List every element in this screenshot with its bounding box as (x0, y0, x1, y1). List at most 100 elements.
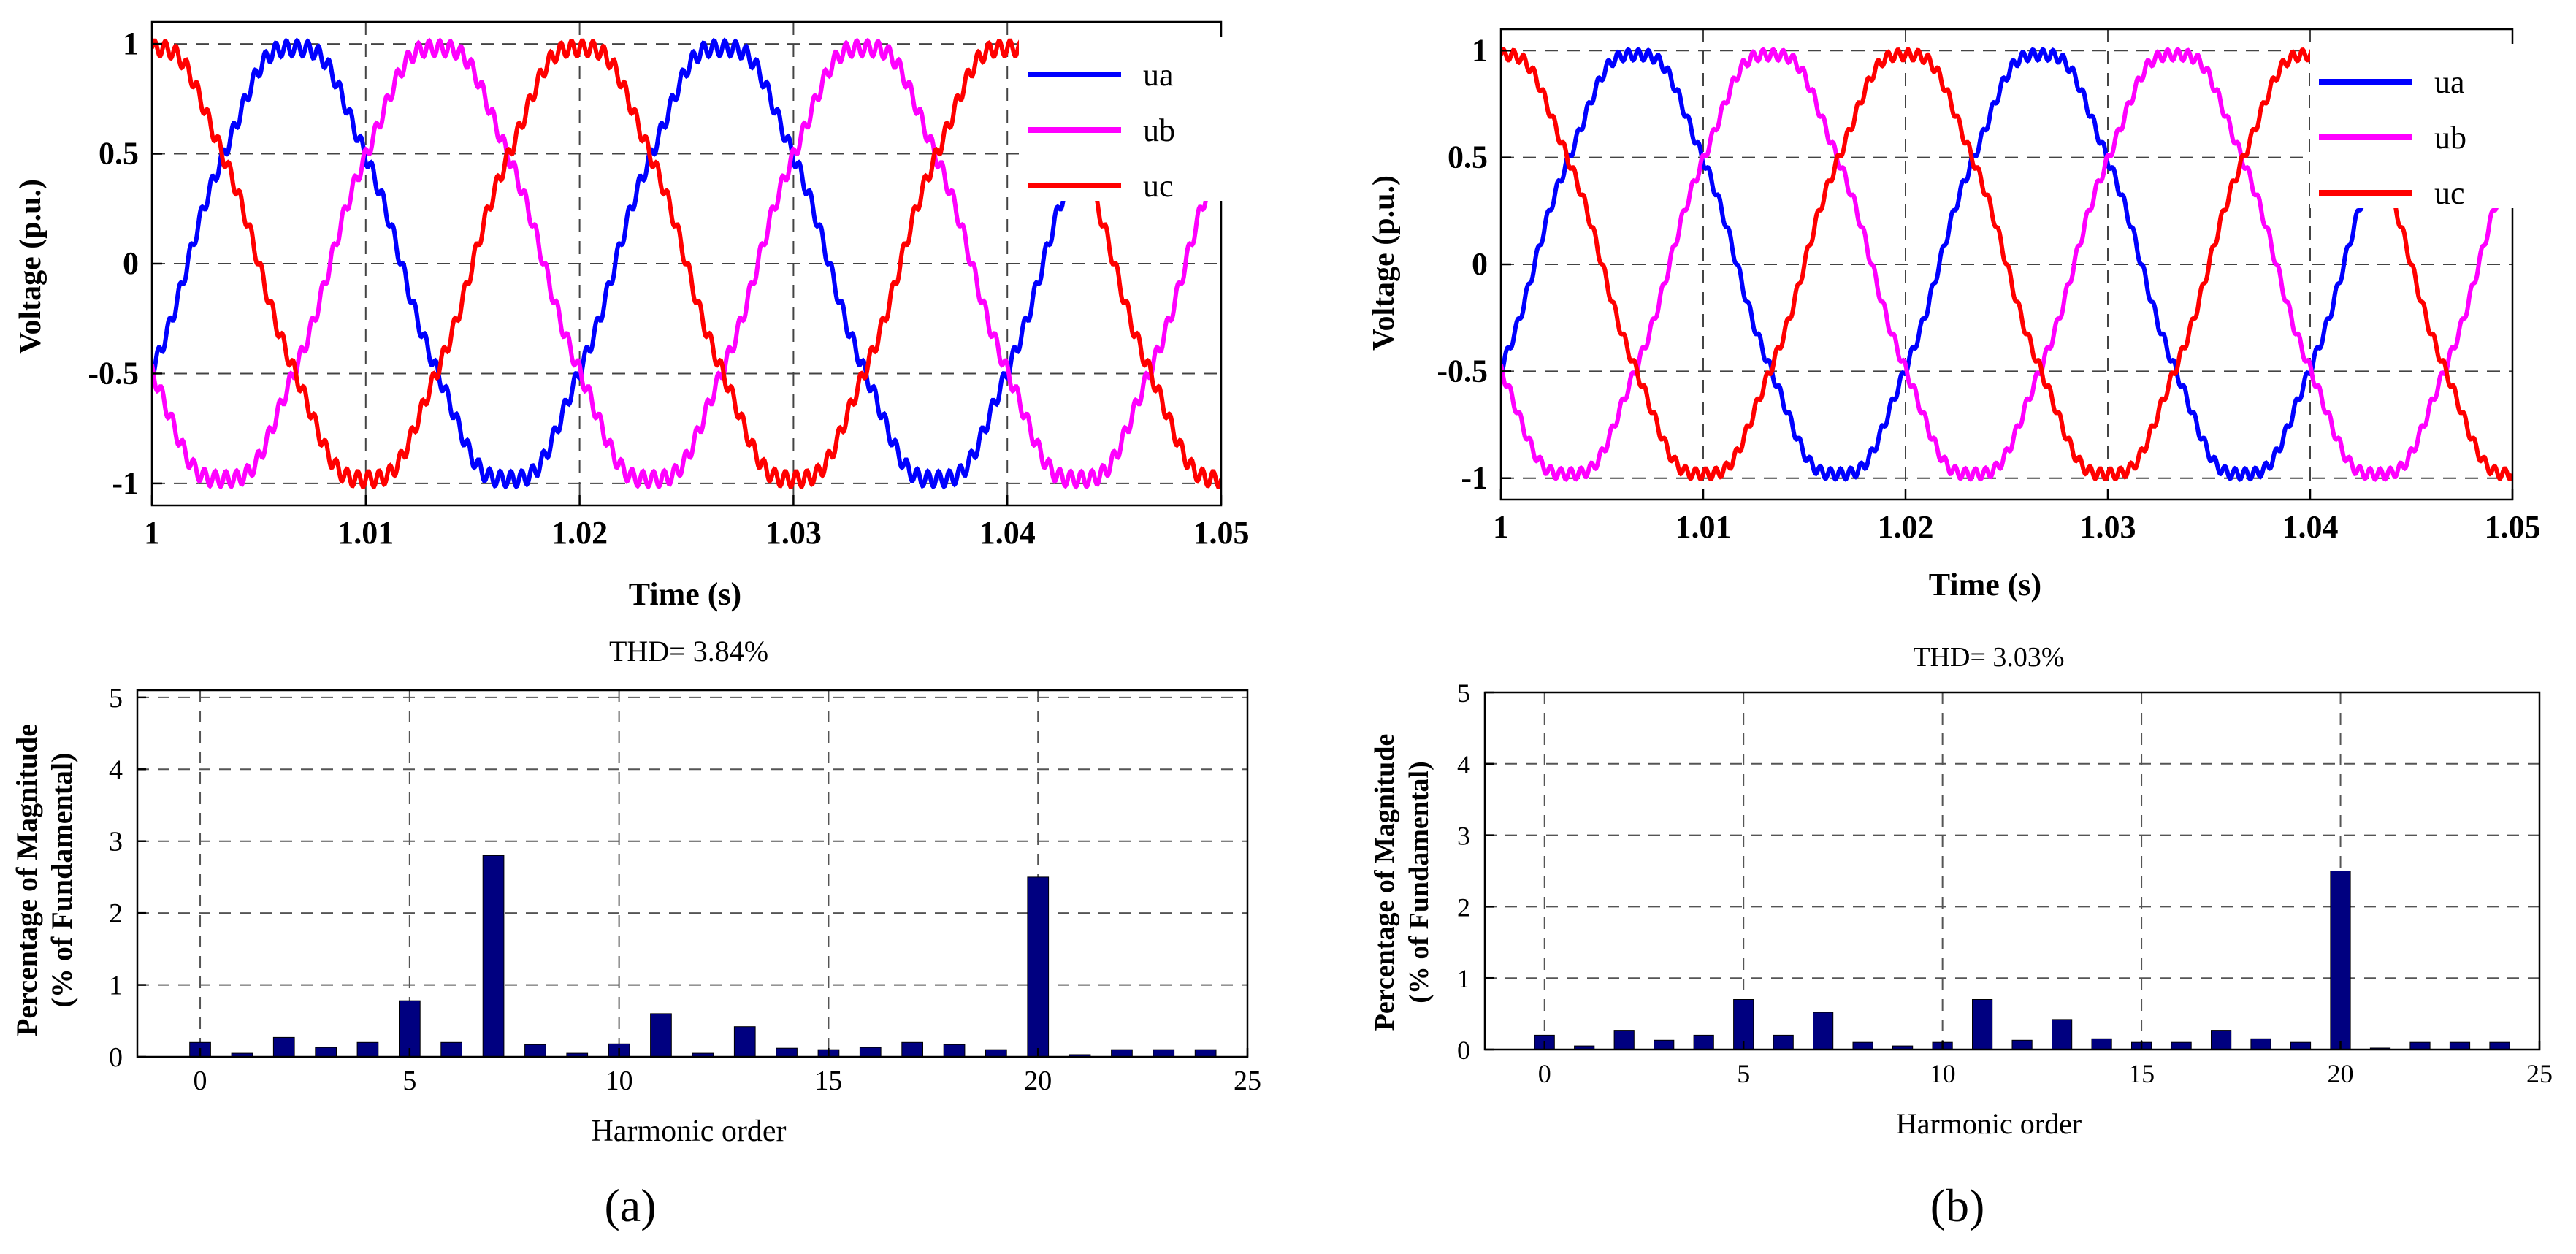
panel-a-spectrum-bar (733, 1026, 756, 1058)
panel-b-spectrum-ytick-label: 3 (1457, 822, 1470, 851)
panel-b-spectrum-bar (1613, 1030, 1635, 1050)
panel-a-spectrum-ylabel-line1: Percentage of Magnitude (10, 724, 43, 1036)
panel-a-spectrum-bar (1153, 1049, 1175, 1058)
panel-a-spectrum-bar (440, 1041, 462, 1058)
panel-b-voltage-xtick-label: 1 (1493, 509, 1509, 545)
panel-b-spectrum-plot: 0 5 10 15 20 25 0 1 2 3 4 5 (1457, 678, 2553, 1088)
panel-b-voltage-ytick-label: 1 (1472, 32, 1488, 68)
panel-b-spectrum-bar (1654, 1039, 1675, 1050)
panel-a-voltage-xlabel: Time (s) (629, 576, 741, 612)
panel-a-voltage-legend: ua ub uc (1019, 37, 1227, 204)
panel-a-spectrum-ytick-label: 0 (109, 1042, 123, 1073)
panel-b-voltage-legend-box (2310, 44, 2518, 208)
panel-b-spectrum-chart: THD= 3.03% Percentage of Magnitude (% of… (1369, 642, 2082, 1140)
panel-a-spectrum-bar (1027, 876, 1050, 1058)
panel-b-voltage-chart: Voltage (p.u.) Time (s) (1367, 175, 2041, 603)
panel-b-spectrum-frame (1483, 691, 2541, 1051)
panel-b-spectrum-bar (2171, 1041, 2192, 1050)
panel-b-spectrum-bar (2052, 1019, 2073, 1050)
panel-b-voltage-series-ub (1501, 47, 2512, 482)
panel-b-spectrum-bar (2489, 1041, 2510, 1050)
panel-b-spectrum-xtick-label: 15 (2128, 1059, 2155, 1088)
panel-a-spectrum-bar (315, 1047, 337, 1058)
panel-b-voltage-ytick-label: -0.5 (1437, 353, 1488, 389)
panel-a-voltage-ytick-label: 0.5 (99, 136, 139, 172)
panel-a-spectrum-bar (943, 1044, 966, 1058)
panel-a-spectrum-ylabel-line2: (% of Fundamental) (45, 753, 78, 1008)
panel-b-spectrum-xtick-label: 5 (1737, 1059, 1750, 1088)
panel-b-spectrum-xtick-label: 20 (2328, 1059, 2354, 1088)
panel-a-spectrum-bar (272, 1036, 295, 1058)
panel-a-voltage-legend-label-ua: ua (1143, 57, 1174, 93)
panel-a-spectrum-bar (901, 1041, 924, 1058)
panel-a-spectrum-bar (859, 1047, 882, 1058)
panel-a-spectrum-bar (650, 1013, 672, 1058)
panel-b-spectrum-bar (2290, 1041, 2312, 1050)
panel-b-voltage-legend-label-uc: uc (2434, 175, 2465, 211)
panel-a-voltage-xtick-label: 1.03 (765, 515, 822, 551)
panel-a-voltage-xtick-label: 1.02 (551, 515, 608, 551)
panel-a-voltage-ylabel: Voltage (p.u.) (14, 179, 47, 354)
panel-b-spectrum-bar (2330, 871, 2351, 1050)
panel-b-voltage-xlabel: Time (s) (1929, 567, 2041, 603)
panel-b-spectrum-bar (2409, 1041, 2431, 1050)
panel-b-voltage-legend: ua ub uc (2310, 44, 2518, 211)
panel-a-spectrum-frame (136, 689, 1249, 1058)
panel-b-spectrum-xtick-label: 10 (1930, 1059, 1956, 1088)
panel-a-spectrum-ytick-label: 3 (109, 827, 123, 857)
panel-b-voltage-xtick-label: 1.04 (2282, 509, 2339, 545)
panel-b-voltage-ytick-label: -1 (1461, 460, 1488, 496)
panel-a-voltage-plot: 1 1.01 1.02 1.03 1.04 1.05 -1 -0.5 0 0.5 1 ua ub uc (88, 20, 1250, 551)
panel-b-voltage-xtick-label: 1.01 (1675, 509, 1732, 545)
panel-a-spectrum-bar (524, 1044, 546, 1058)
panel-a-voltage-ytick-label: -0.5 (88, 355, 139, 391)
panel-a-voltage-xtick-label: 1.04 (979, 515, 1036, 551)
panel-a-spectrum-bar (482, 855, 505, 1058)
panel-b-spectrum-bar (1693, 1034, 1714, 1050)
panel-a-voltage-ytick-label: -1 (112, 465, 139, 501)
panel-b-spectrum-ytick-label: 2 (1457, 892, 1470, 922)
panel-a-spectrum-bar (985, 1049, 1007, 1058)
panel-a-voltage-legend-box (1019, 37, 1227, 201)
panel-b-spectrum-bar (1813, 1012, 1834, 1050)
panel-b-spectrum-plot-area (1485, 692, 2539, 1050)
panel-a-spectrum-ytick-label: 2 (109, 898, 123, 929)
panel-b-spectrum-bar (1972, 999, 1993, 1050)
panel-b-voltage-series-ua (1501, 47, 2512, 482)
panel-a-voltage-xtick-label: 1.01 (337, 515, 394, 551)
panel-a-spectrum-ytick-label: 4 (109, 754, 123, 785)
panel-b-spectrum-ytick-label: 5 (1457, 678, 1470, 708)
panel-b-spectrum-xlabel: Harmonic order (1896, 1107, 2082, 1140)
panel-a-spectrum-bar (776, 1047, 798, 1058)
panel-b-spectrum-bar (2091, 1038, 2112, 1050)
panel-b-spectrum-bar (1773, 1034, 1794, 1050)
panel-b-voltage-plot: 1 1.01 1.02 1.03 1.04 1.05 -1 -0.5 0 0.5 1 ua ub uc (1437, 28, 2541, 545)
panel-a-voltage-legend-label-ub: ub (1143, 112, 1175, 148)
panel-b-voltage-ylabel: Voltage (p.u.) (1367, 175, 1401, 351)
panel-b-voltage-xtick-label: 1.02 (1878, 509, 1934, 545)
panel-a-spectrum-xtick-label: 5 (402, 1066, 416, 1096)
panel-a-spectrum-plot: 0 5 10 15 20 25 0 1 2 3 4 5 (109, 683, 1261, 1096)
panel-a-spectrum-bar (356, 1041, 379, 1058)
panel-a-spectrum-xtick-label: 20 (1024, 1066, 1052, 1096)
panel-b-spectrum-bar (2011, 1039, 2033, 1050)
panel-a-voltage-ytick-label: 1 (123, 26, 139, 61)
panel-a-voltage-legend-label-uc: uc (1143, 168, 1174, 204)
panel-a-spectrum-ytick-label: 1 (109, 971, 123, 1001)
panel-a-voltage-xtick-label: 1 (144, 515, 160, 551)
panel-b-label: (b) (1930, 1180, 1985, 1231)
panel-a-voltage-xtick-label: 1.05 (1193, 515, 1250, 551)
panel-a-spectrum-xtick-label: 10 (605, 1066, 633, 1096)
panel-a-spectrum-bar (1111, 1049, 1133, 1058)
panel-b-voltage-xtick-label: 1.03 (2080, 509, 2136, 545)
panel-b-spectrum-xtick-label: 25 (2526, 1059, 2553, 1088)
panel-b-voltage-ytick-label: 0.5 (1448, 139, 1488, 175)
panel-b-spectrum-ytick-label: 4 (1457, 750, 1470, 779)
panel-a-voltage-series-ua (152, 37, 1221, 490)
panel-b-spectrum-ytick-label: 0 (1457, 1036, 1470, 1065)
panel-b-spectrum-bar (2211, 1030, 2232, 1050)
panel-a-spectrum-bar (1194, 1049, 1217, 1058)
panel-a-thd-label: THD= 3.84% (609, 635, 768, 668)
panel-b-spectrum-xtick-label: 0 (1538, 1059, 1551, 1088)
